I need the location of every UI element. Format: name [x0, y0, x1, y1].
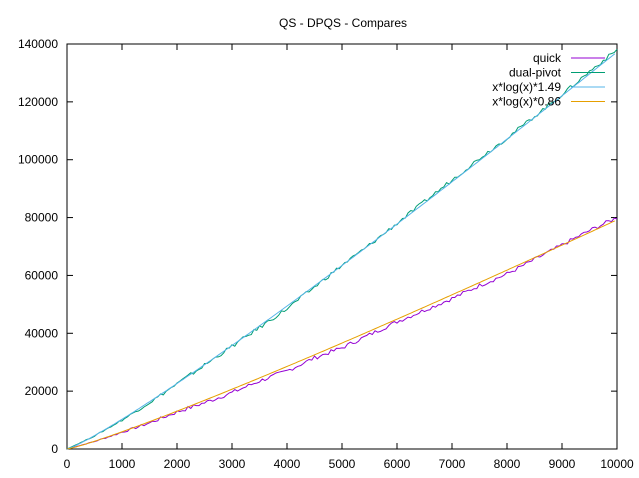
- x-tick-label: 2000: [164, 457, 191, 471]
- x-tick-label: 8000: [494, 457, 521, 471]
- series-line: [66, 217, 618, 450]
- series-line: [67, 53, 616, 450]
- x-tick-label: 9000: [549, 457, 576, 471]
- y-tick-label: 60000: [25, 268, 59, 282]
- y-tick-label: 140000: [18, 37, 58, 51]
- y-tick-label: 80000: [25, 211, 59, 225]
- y-tick-label: 20000: [25, 384, 59, 398]
- x-tick-label: 0: [64, 457, 71, 471]
- x-tick-label: 3000: [219, 457, 246, 471]
- legend-label: dual-pivot: [509, 66, 562, 80]
- y-tick-label: 0: [51, 442, 58, 456]
- axes: 0 1000 2000 3000 4000 5000 6000 7000 8000 9000 100…: [18, 37, 634, 471]
- x-tick-label: 1000: [109, 457, 136, 471]
- legend: quickdual-pivotx*log(x)*1.49x*log(x)*0.8…: [492, 51, 605, 109]
- series-line: [66, 48, 618, 450]
- x-tick-label: 10000: [600, 457, 634, 471]
- y-tick-label: 120000: [18, 95, 58, 109]
- legend-label: x*log(x)*0.86: [492, 95, 561, 109]
- y-tick-label: 40000: [25, 326, 59, 340]
- chart-title: QS - DPQS - Compares: [279, 16, 407, 30]
- x-tick-label: 6000: [384, 457, 411, 471]
- series-layer: [66, 48, 618, 450]
- x-tick-label: 7000: [439, 457, 466, 471]
- legend-label: quick: [533, 51, 562, 65]
- series-line: [67, 220, 615, 450]
- x-tick-label: 4000: [274, 457, 301, 471]
- y-tick-label: 100000: [18, 153, 58, 167]
- legend-label: x*log(x)*1.49: [492, 80, 561, 94]
- x-tick-label: 5000: [329, 457, 356, 471]
